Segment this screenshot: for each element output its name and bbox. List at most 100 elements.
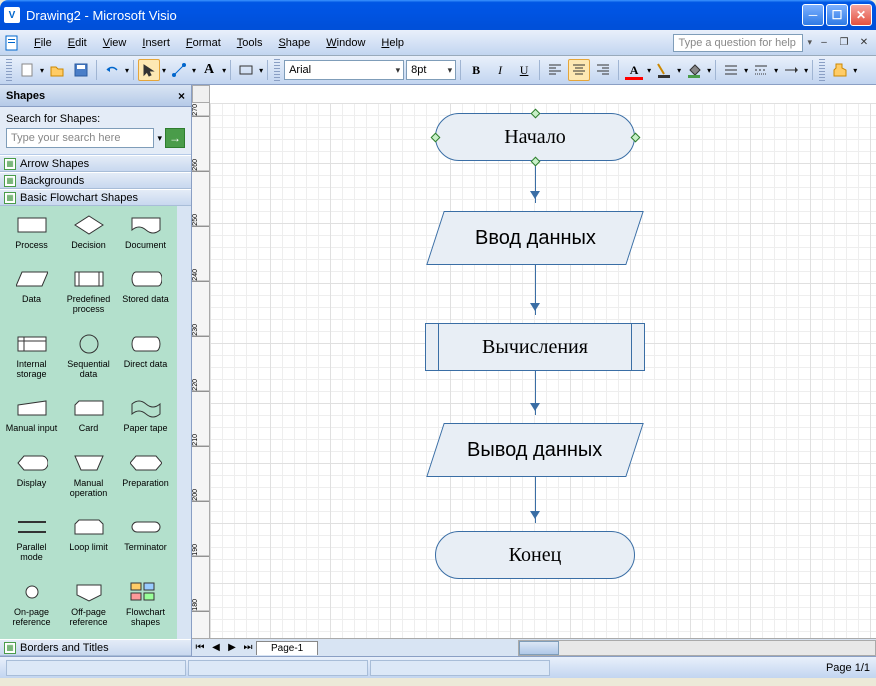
shape-manual-input[interactable]: Manual input	[4, 397, 59, 441]
flowchart-data[interactable]: Вывод данных	[426, 423, 644, 477]
shapes-search-input[interactable]	[6, 128, 154, 148]
menu-edit[interactable]: Edit	[60, 34, 95, 52]
mdi-close[interactable]: ✕	[856, 36, 872, 50]
shape-loop-limit[interactable]: Loop limit	[61, 516, 116, 570]
shapes-panel-title: Shapes	[6, 90, 45, 102]
menu-bar: FileEditViewInsertFormatToolsShapeWindow…	[0, 30, 876, 56]
page-last[interactable]: ⏭	[240, 642, 256, 653]
open-button[interactable]	[46, 59, 68, 81]
shapes-panel-close[interactable]: ×	[178, 89, 185, 103]
fill-color-button[interactable]	[683, 59, 705, 81]
toolbar-grip[interactable]	[274, 59, 280, 81]
status-cell	[370, 660, 550, 676]
shape-terminator[interactable]: Terminator	[118, 516, 173, 570]
ruler-corner	[192, 85, 210, 103]
flowchart-arrow[interactable]	[535, 265, 536, 315]
stencil-header[interactable]: ▦Arrow Shapes	[0, 155, 191, 172]
format-painter-button[interactable]	[829, 59, 851, 81]
shape-off-page-reference[interactable]: Off-page reference	[61, 581, 116, 635]
shape-data[interactable]: Data	[4, 268, 59, 322]
shape-paper-tape[interactable]: Paper tape	[118, 397, 173, 441]
shape-document[interactable]: Document	[118, 214, 173, 258]
undo-button[interactable]	[101, 59, 123, 81]
line-pattern-button[interactable]	[750, 59, 772, 81]
shape-preparation[interactable]: Preparation	[118, 452, 173, 506]
horizontal-scrollbar[interactable]	[518, 640, 876, 656]
page-tab[interactable]: Page-1	[256, 641, 318, 655]
flowchart-arrow[interactable]	[535, 371, 536, 415]
italic-button[interactable]: I	[489, 59, 511, 81]
menu-window[interactable]: Window	[318, 34, 373, 52]
rectangle-tool-button[interactable]	[235, 59, 257, 81]
vertical-ruler: 270260250240230220210200190180	[192, 103, 210, 638]
shape-process[interactable]: Process	[4, 214, 59, 258]
stencil-header[interactable]: ▦Basic Flowchart Shapes	[0, 189, 191, 206]
shape-sequential-data[interactable]: Sequential data	[61, 333, 116, 387]
mdi-restore[interactable]: ❐	[836, 36, 852, 50]
new-button[interactable]	[16, 59, 38, 81]
drawing-canvas[interactable]: Начало Ввод данных Вычисления Вывод данных К…	[210, 103, 876, 638]
status-bar: Page 1/1	[0, 656, 876, 678]
status-page: Page 1/1	[826, 662, 870, 674]
document-icon	[4, 35, 20, 51]
menu-shape[interactable]: Shape	[270, 34, 318, 52]
flowchart-subprocess[interactable]: Вычисления	[425, 323, 645, 371]
shape-predefined-process[interactable]: Predefined process	[61, 268, 116, 322]
shapes-panel-header: Shapes ×	[0, 85, 191, 107]
menu-view[interactable]: View	[95, 34, 135, 52]
shape-parallel-mode[interactable]: Parallel mode	[4, 516, 59, 570]
shape-card[interactable]: Card	[61, 397, 116, 441]
underline-button[interactable]: U	[513, 59, 535, 81]
shape-on-page-reference[interactable]: On-page reference	[4, 581, 59, 635]
line-weight-button[interactable]	[720, 59, 742, 81]
help-search-input[interactable]	[673, 34, 803, 52]
connector-tool-button[interactable]	[168, 59, 190, 81]
page-next[interactable]: ▶	[224, 642, 240, 653]
menu-insert[interactable]: Insert	[134, 34, 178, 52]
pointer-tool-button[interactable]	[138, 59, 160, 81]
toolbar-grip[interactable]	[819, 59, 825, 81]
page-first[interactable]: ⏮	[192, 642, 208, 653]
align-right-button[interactable]	[592, 59, 614, 81]
shape-manual-operation[interactable]: Manual operation	[61, 452, 116, 506]
help-dropdown[interactable]: ▾	[807, 37, 812, 48]
flowchart-data[interactable]: Ввод данных	[426, 211, 644, 265]
shape-stored-data[interactable]: Stored data	[118, 268, 173, 322]
font-color-button[interactable]: A	[623, 59, 645, 81]
page-prev[interactable]: ◀	[208, 642, 224, 653]
flowchart-terminator[interactable]: Начало	[435, 113, 635, 161]
maximize-button[interactable]: ☐	[826, 4, 848, 26]
toolbar-grip[interactable]	[6, 59, 12, 81]
status-cell	[6, 660, 186, 676]
menu-file[interactable]: File	[26, 34, 60, 52]
save-button[interactable]	[70, 59, 92, 81]
stencil-header[interactable]: ▦Backgrounds	[0, 172, 191, 189]
shape-decision[interactable]: Decision	[61, 214, 116, 258]
shape-display[interactable]: Display	[4, 452, 59, 506]
shape-direct-data[interactable]: Direct data	[118, 333, 173, 387]
shapes-search-go[interactable]: →	[165, 128, 185, 148]
text-tool-button[interactable]: A	[198, 59, 220, 81]
flowchart-terminator[interactable]: Конец	[435, 531, 635, 579]
bold-button[interactable]: B	[465, 59, 487, 81]
font-name-select[interactable]: Arial	[284, 60, 404, 80]
close-button[interactable]: ✕	[850, 4, 872, 26]
page-tabs: ⏮ ◀ ▶ ⏭ Page-1	[192, 638, 876, 656]
align-center-button[interactable]	[568, 59, 590, 81]
align-left-button[interactable]	[544, 59, 566, 81]
shape-flowchart-shapes[interactable]: Flowchart shapes	[118, 581, 173, 635]
stencil-header[interactable]: ▦Borders and Titles	[0, 639, 191, 656]
line-ends-button[interactable]	[780, 59, 802, 81]
minimize-button[interactable]: ─	[802, 4, 824, 26]
line-color-button[interactable]	[653, 59, 675, 81]
shape-internal-storage[interactable]: Internal storage	[4, 333, 59, 387]
flowchart-arrow[interactable]	[535, 477, 536, 523]
menu-help[interactable]: Help	[373, 34, 412, 52]
menu-format[interactable]: Format	[178, 34, 229, 52]
flowchart-arrow[interactable]	[535, 161, 536, 203]
window-title: Drawing2 - Microsoft Visio	[26, 8, 802, 23]
menu-tools[interactable]: Tools	[229, 34, 271, 52]
mdi-minimize[interactable]: –	[816, 36, 832, 50]
canvas-area: -100102030405060708090100110120130 27026…	[192, 85, 876, 656]
font-size-select[interactable]: 8pt	[406, 60, 456, 80]
